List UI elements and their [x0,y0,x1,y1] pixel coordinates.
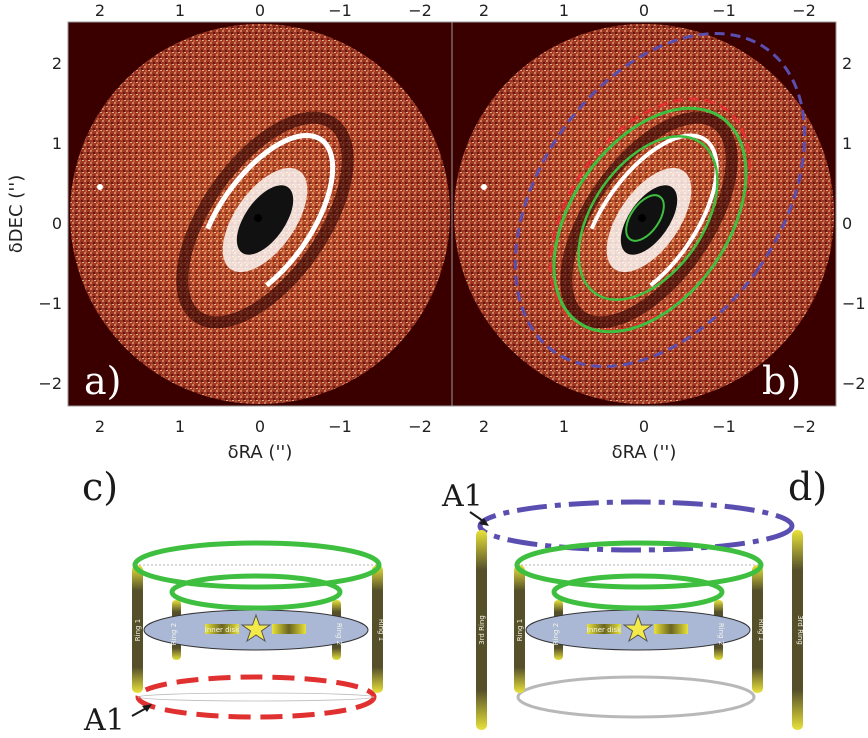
panel-c-rod-left [205,624,239,634]
panel-d-grey-ring [516,675,756,719]
green-inner-ring [625,194,665,242]
left-tick-1: 2 [52,54,62,73]
top-tick-b-5: −2 [792,1,816,20]
bottom-tick-b-1: 2 [479,417,489,436]
x-axis-title-a: δRA ('') [228,442,293,463]
panel-a-bright-arc [194,132,336,308]
panel-d-ring1-label-left: Ring 1 [516,619,524,641]
right-tick-4: −1 [842,294,866,313]
bottom-tick-b-5: −2 [792,417,816,436]
panel-c: c) Ring 1 Ring 1 Ring 2 Ring 2 Inner dis… [82,465,385,738]
panel-c-green-ring-inner [169,573,343,611]
left-tick-2: 1 [52,134,62,153]
panel-d-pillar-left-3rd [476,530,487,730]
bottom-tick-a-4: −1 [328,417,352,436]
panel-c-ring1-label-right: Ring 1 [377,619,385,641]
panel-a-disk [176,111,354,329]
bottom-tick-a-1: 2 [95,417,105,436]
panel-d-ring1-label-right: Ring 1 [757,619,765,641]
top-tick-b-1: 2 [479,1,489,20]
panel-d-ring3-label-left: 3rd Ring [478,615,486,645]
green-outer-ring [552,106,748,334]
panel-d-green-ring-inner [551,573,725,611]
panel-d-pillar-right-3rd [792,530,803,730]
panel-d-pillar-left-outer [514,565,525,693]
panel-c-ring2-label-left: Ring 2 [170,623,178,645]
top-tick-a-5: −2 [408,1,432,20]
panel-d-ring2-label-right: Ring 2 [717,623,725,645]
panel-d-ring2-label-left: Ring 2 [552,623,560,645]
axes: 2 1 0 −1 −2 2 1 0 −1 −2 2 1 0 −1 −2 2 1 … [6,1,866,463]
top-tick-b-4: −1 [712,1,736,20]
panel-c-ring2-label-right: Ring 2 [335,623,343,645]
panel-d-letter: d) [788,465,827,509]
top-tick-b-3: 0 [639,1,649,20]
panel-d-ring3-label-right: 3rd Ring [796,615,804,645]
left-tick-4: −1 [38,294,62,313]
panel-c-star-icon [240,613,272,643]
panel-c-ring1-label-left: Ring 1 [134,619,142,641]
bottom-tick-b-2: 1 [559,417,569,436]
top-tick-b-2: 1 [559,1,569,20]
bottom-tick-a-3: 0 [255,417,265,436]
panel-d-rod-left [587,624,621,634]
panel-d-star-icon [622,613,654,643]
left-tick-3: 0 [52,214,62,233]
bottom-tick-b-4: −1 [712,417,736,436]
panel-b-point-source [481,184,487,190]
top-tick-a-2: 1 [175,1,185,20]
top-tick-a-3: 0 [255,1,265,20]
panel-c-a1-label: A1 [83,703,125,738]
green-middle-ring [577,135,719,301]
right-tick-3: 0 [842,214,852,233]
panel-a: a) [67,21,453,407]
bottom-tick-a-5: −2 [408,417,432,436]
panel-c-red-ring [135,674,377,720]
panel-b: b) [451,21,837,407]
panel-a-letter: a) [84,359,121,403]
panel-d-blue-ring [477,499,795,553]
x-axis-title-b: δRA ('') [612,442,677,463]
left-tick-5: −2 [38,374,62,393]
panel-d-rod-right [654,624,688,634]
panel-c-letter: c) [82,465,118,509]
panel-c-pillar-right-outer [372,565,383,693]
bottom-tick-a-2: 1 [175,417,185,436]
panel-d-pillar-right-outer [752,565,763,693]
y-axis-title: δDEC ('') [6,175,27,253]
panel-d: d) 3rd Ring 3rd Ring Ring 1 Ring 1 Ring … [441,465,827,730]
panel-a-point-source [97,184,103,190]
top-tick-a-1: 2 [95,1,105,20]
panel-c-inner-disk-label: Inner disk [205,626,240,634]
right-tick-1: 2 [842,54,852,73]
panel-d-a1-label: A1 [441,479,483,514]
panel-d-inner-disk-label: Inner disk [587,626,622,634]
right-tick-5: −2 [842,374,866,393]
panel-b-letter: b) [762,359,801,403]
blue-dashed-ring [513,32,807,368]
top-tick-a-4: −1 [328,1,352,20]
panel-c-rod-right [272,624,306,634]
bottom-tick-b-3: 0 [639,417,649,436]
right-tick-2: 1 [842,134,852,153]
panel-c-pillar-left-outer [132,565,143,693]
